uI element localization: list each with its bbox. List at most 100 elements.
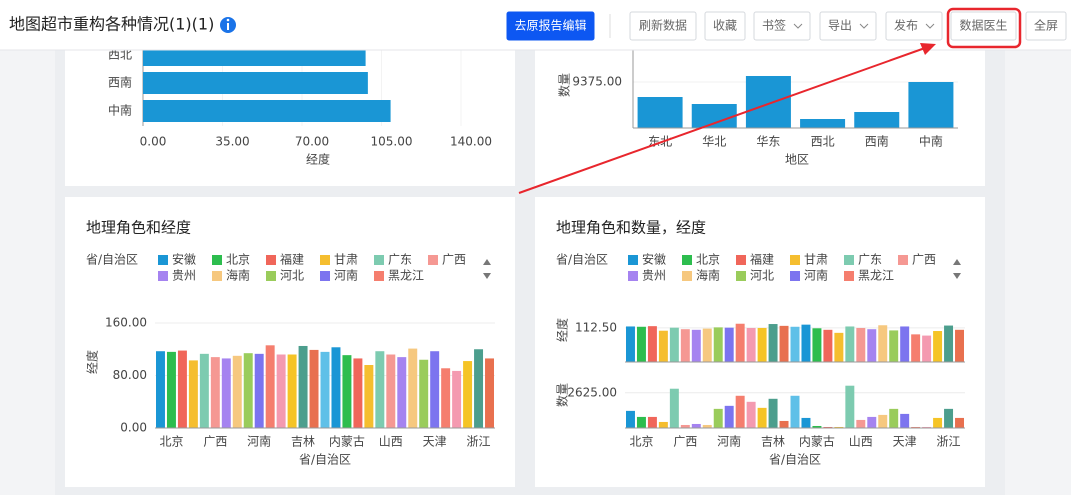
bar <box>768 398 778 428</box>
legend-label: 贵州 <box>642 269 666 283</box>
bar <box>779 420 789 428</box>
bar <box>287 354 297 428</box>
bar <box>900 326 910 362</box>
bar <box>933 331 943 362</box>
bar <box>746 327 756 362</box>
y-tick-label: 西北 <box>108 48 132 62</box>
legend-title: 省/自治区 <box>556 253 608 267</box>
bar <box>210 357 220 428</box>
x-tick-label: 浙江 <box>937 435 961 449</box>
x-tick-label: 吉林 <box>761 435 785 449</box>
legend-swatch <box>790 271 800 281</box>
button-label: 刷新数据 <box>639 18 687 33</box>
y-axis-title: 数量 <box>557 73 572 97</box>
chevron <box>925 23 935 29</box>
bar <box>691 329 701 362</box>
x-tick-label: 北京 <box>629 435 653 449</box>
charts: 0.00 35.00 70.00 105.00 140.00西北西南中南经度9375.0… <box>85 40 965 467</box>
bar <box>724 327 734 362</box>
info-icon-glyph <box>226 18 230 22</box>
bar <box>397 357 407 428</box>
legend-swatch <box>320 255 330 265</box>
button[interactable] <box>950 11 1017 41</box>
x-tick-label: 北京 <box>159 435 183 449</box>
highlight-box <box>946 7 1022 49</box>
button[interactable] <box>1025 11 1067 41</box>
bar <box>944 325 954 362</box>
bar <box>922 426 932 428</box>
button[interactable] <box>704 11 746 41</box>
legend-label: 河南 <box>804 268 828 283</box>
bar <box>911 334 921 362</box>
bar <box>691 423 701 428</box>
legend-swatch <box>844 271 854 281</box>
legend-label: 河北 <box>750 269 774 283</box>
bar <box>823 329 833 362</box>
bar <box>680 329 690 362</box>
button[interactable] <box>629 11 697 41</box>
bar <box>364 365 374 428</box>
bar <box>636 326 646 362</box>
bar <box>757 327 767 362</box>
legend-swatch <box>374 271 384 281</box>
legend-swatch <box>266 255 276 265</box>
x-tick-label: 西南 <box>865 134 889 149</box>
legend-swatch <box>628 255 638 265</box>
legend-swatch <box>790 255 800 265</box>
legend-scroll-down[interactable] <box>483 273 491 279</box>
legend-label: 海南 <box>226 268 250 283</box>
legend-label: 海南 <box>696 268 720 283</box>
x-tick-label: 35.00 <box>215 135 249 149</box>
bar <box>177 350 187 428</box>
bar <box>823 426 833 428</box>
bar <box>768 324 778 362</box>
bar <box>658 421 668 428</box>
button[interactable] <box>819 11 877 41</box>
legend-label: 广西 <box>442 253 466 267</box>
button[interactable] <box>885 11 943 41</box>
x-tick-label: 天津 <box>893 435 917 449</box>
legend-swatch <box>212 271 222 281</box>
bar <box>441 368 451 428</box>
x-tick-label: 内蒙古 <box>799 434 835 449</box>
page-title: 地图超市重构各种情况(1)(1) <box>9 15 214 34</box>
bar <box>298 345 308 428</box>
bar <box>800 119 846 128</box>
legend-scroll-up[interactable] <box>953 259 961 265</box>
x-tick-label: 山西 <box>379 435 403 449</box>
legend-scroll-up[interactable] <box>483 259 491 265</box>
panel <box>65 197 515 487</box>
y-tick-label: 160.00 <box>105 316 147 330</box>
bar <box>342 355 352 428</box>
button-label: 去原报告编辑 <box>514 18 586 33</box>
button-label: 导出 <box>828 19 852 33</box>
bar <box>485 358 494 428</box>
bar <box>452 370 462 428</box>
bar <box>845 326 855 362</box>
legend-swatch <box>736 255 746 265</box>
bar <box>143 100 391 122</box>
legend-label: 甘肃 <box>804 253 828 267</box>
chart-title: 地理角色和经度 <box>86 219 191 237</box>
x-tick-label: 河南 <box>247 434 271 449</box>
x-tick-label: 中南 <box>919 134 943 149</box>
bar <box>353 358 363 428</box>
bar <box>779 325 789 362</box>
x-axis-title: 省/自治区 <box>769 453 821 467</box>
bar <box>221 358 231 428</box>
x-tick-label: 吉林 <box>291 435 315 449</box>
legend-swatch <box>320 271 330 281</box>
header: 地图超市重构各种情况(1)(1) 去原报告编辑 刷新数据 收藏 书签 导出 发布 数据医生 全… <box>0 0 1071 51</box>
legend-scroll-down[interactable] <box>953 273 961 279</box>
bar <box>790 395 800 428</box>
button-label: 收藏 <box>713 19 737 33</box>
button[interactable] <box>753 11 811 41</box>
legend-title: 省/自治区 <box>86 253 138 267</box>
bar <box>911 426 921 428</box>
legend-label: 广东 <box>388 253 412 267</box>
bar <box>878 325 888 362</box>
button[interactable] <box>506 11 595 41</box>
x-tick-label: 华北 <box>702 135 726 149</box>
bar <box>867 329 877 362</box>
bar <box>331 347 341 428</box>
